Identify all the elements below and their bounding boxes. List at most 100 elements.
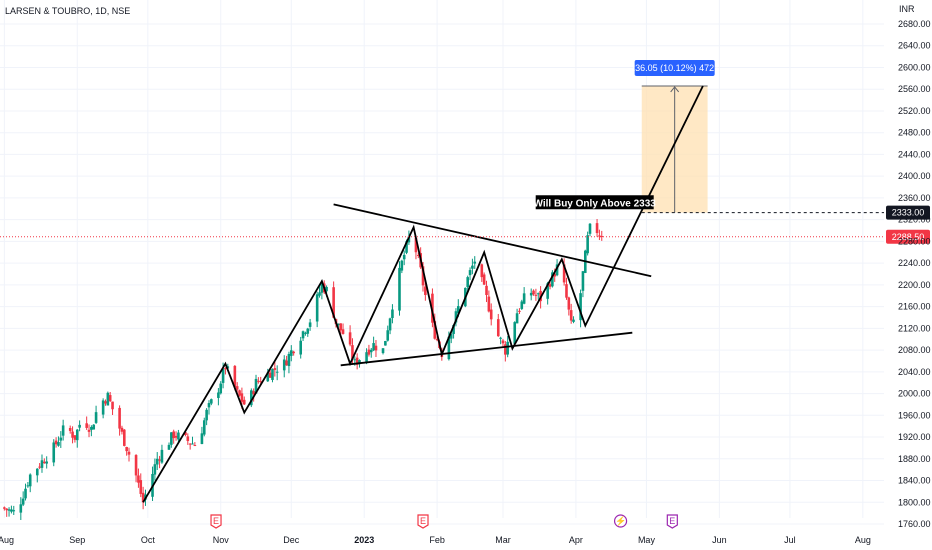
candle-body — [141, 492, 145, 503]
time-axis[interactable]: Aug Sep Oct Nov Dec 2023 Feb Mar Apr May Jun Jul Aug — [0, 535, 871, 545]
candle-body — [471, 265, 474, 269]
candle-body — [45, 461, 48, 464]
price-tag — [886, 205, 930, 220]
candle-body — [139, 480, 143, 494]
x-tick-label: Oct — [141, 535, 156, 545]
candle-body — [35, 468, 39, 476]
x-tick-label: Apr — [569, 535, 583, 545]
candle-body — [85, 423, 88, 428]
candle-body — [306, 328, 310, 334]
trend-line-3 — [340, 331, 633, 367]
candle-body — [202, 420, 206, 435]
candle-body — [268, 372, 272, 378]
candle-body — [588, 223, 592, 234]
candle-body — [301, 331, 305, 339]
y-tick-label: 2040.00 — [898, 367, 931, 377]
candle-body — [388, 318, 392, 331]
candle-body — [581, 271, 585, 291]
candle-body — [188, 443, 192, 445]
candle-body — [449, 334, 453, 339]
candle-body — [3, 507, 6, 509]
candle-body — [54, 440, 58, 445]
candle-body — [160, 449, 164, 463]
candle-body — [106, 392, 110, 406]
x-tick-label: Jul — [784, 535, 796, 545]
candle-body — [513, 322, 517, 344]
y-tick-label: 2640.00 — [898, 41, 931, 51]
candle-body — [174, 435, 178, 438]
candle-body — [254, 378, 258, 394]
candle-body — [332, 287, 335, 318]
candle-body — [414, 237, 418, 253]
measure-label: 236.05 (10.12%) 4721 — [630, 63, 719, 73]
candle-body — [555, 264, 559, 276]
candle-body — [339, 323, 342, 331]
candle-body — [468, 270, 472, 276]
candle-body — [167, 444, 171, 450]
candle-body — [548, 284, 552, 287]
candle-body — [26, 485, 30, 487]
candle-body — [137, 475, 140, 483]
y-tick-label: 2440.00 — [898, 149, 931, 159]
candle-body — [391, 309, 394, 319]
candle-body — [24, 488, 27, 499]
candle-body — [337, 323, 340, 326]
annotations: Will Buy Only Above 2333 — [534, 195, 657, 210]
candle-body — [487, 296, 491, 312]
y-tick-label: 2200.00 — [898, 280, 931, 290]
y-tick-label: 1800.00 — [898, 497, 931, 507]
candle-body — [435, 339, 439, 341]
candle-body — [12, 510, 16, 512]
candle-body — [454, 311, 458, 323]
x-tick-label: Dec — [283, 535, 300, 545]
candle-body — [480, 264, 484, 278]
candle-body — [21, 498, 25, 505]
y-tick-label: 2160.00 — [898, 302, 931, 312]
candle-body — [271, 369, 274, 380]
candle-body — [240, 393, 244, 402]
annotation-box — [535, 195, 654, 210]
candle-body — [473, 261, 477, 264]
candle-body — [506, 341, 509, 355]
candle-body — [489, 309, 493, 320]
y-tick-label: 2680.00 — [898, 19, 931, 29]
candle-body — [355, 357, 359, 365]
candle-body — [193, 445, 197, 447]
candle-body — [111, 401, 114, 410]
candle-body — [325, 286, 328, 292]
y-tick-label: 2320.00 — [898, 215, 931, 225]
candle-body — [534, 294, 538, 296]
measure-label-box — [634, 59, 715, 76]
candle-body — [598, 235, 601, 237]
candle-body — [275, 371, 279, 373]
candle-body — [224, 368, 227, 370]
candle-body — [40, 460, 44, 468]
earnings-marker — [666, 514, 678, 529]
candle-body — [579, 293, 582, 321]
annotation-text: Will Buy Only Above 2333 — [534, 198, 657, 209]
candle-body — [219, 383, 223, 394]
candle-body — [120, 427, 124, 432]
candle-body — [402, 254, 406, 260]
x-tick-label: Feb — [429, 535, 445, 545]
candle-body — [595, 223, 599, 234]
candle-body — [496, 319, 500, 337]
y-tick-label: 2520.00 — [898, 106, 931, 116]
candle-body — [59, 437, 63, 441]
y-tick-label: 1920.00 — [898, 432, 931, 442]
candle-body — [522, 293, 526, 304]
candle-body — [600, 236, 604, 238]
x-tick-label: 2023 — [354, 535, 374, 545]
price-axis[interactable]: INR 2680.00 2640.00 2600.00 2560.00 2520.00 2… — [898, 4, 931, 529]
trend-line-1 — [142, 85, 704, 503]
candle-body — [304, 332, 307, 334]
candle-body — [518, 310, 521, 312]
candle-body — [562, 264, 566, 283]
y-tick-label: 2080.00 — [898, 345, 931, 355]
candle-body — [52, 442, 56, 463]
candle-body — [341, 329, 345, 334]
candle-body — [252, 391, 255, 395]
event-marker-symbol: E — [669, 516, 675, 526]
